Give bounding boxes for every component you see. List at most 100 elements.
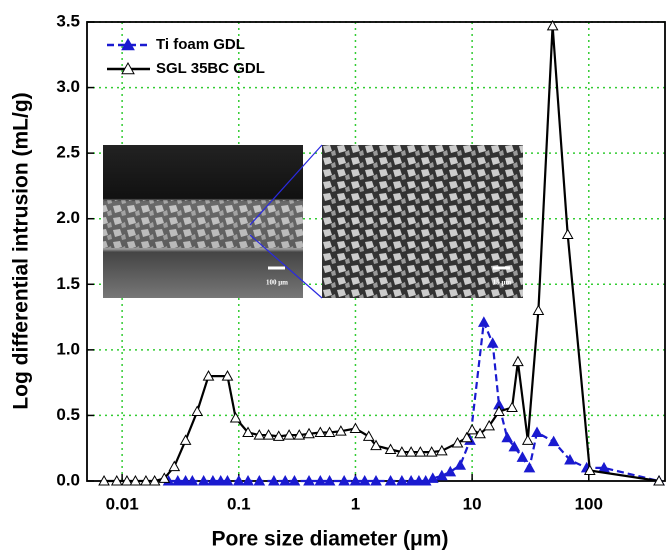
y-tick-label: 2.0 bbox=[56, 208, 80, 227]
data-point bbox=[338, 474, 350, 486]
data-point bbox=[506, 401, 518, 413]
data-point bbox=[564, 453, 576, 465]
data-point bbox=[486, 337, 499, 348]
data-point bbox=[531, 426, 543, 437]
data-point bbox=[288, 474, 301, 486]
data-point bbox=[197, 474, 210, 486]
data-point bbox=[171, 474, 184, 486]
data-point bbox=[501, 431, 514, 443]
data-point bbox=[221, 370, 234, 381]
y-tick-label: 0.5 bbox=[56, 405, 80, 424]
data-point bbox=[451, 436, 464, 448]
y-tick-label: 3.0 bbox=[56, 77, 80, 96]
legend-label: Ti foam GDL bbox=[156, 36, 245, 53]
data-point bbox=[253, 474, 266, 486]
data-point bbox=[547, 435, 560, 447]
legend-marker bbox=[121, 37, 135, 51]
x-tick-label: 0.01 bbox=[106, 494, 139, 513]
data-point bbox=[516, 451, 529, 462]
data-point bbox=[349, 422, 362, 434]
data-point bbox=[546, 19, 559, 31]
data-point bbox=[202, 370, 215, 381]
x-axis-label: Pore size diameter (μm) bbox=[212, 528, 449, 551]
data-point bbox=[521, 434, 534, 445]
data-point bbox=[303, 474, 315, 486]
data-point bbox=[268, 474, 280, 486]
data-point bbox=[493, 405, 505, 416]
data-point bbox=[396, 446, 408, 457]
data-point bbox=[186, 474, 199, 486]
data-point bbox=[262, 429, 275, 440]
data-point bbox=[508, 440, 521, 452]
series-line bbox=[104, 25, 660, 483]
data-point bbox=[279, 474, 292, 486]
data-point bbox=[384, 474, 397, 486]
data-point bbox=[232, 474, 245, 486]
data-point bbox=[466, 423, 478, 435]
data-point bbox=[158, 472, 171, 483]
data-point bbox=[221, 474, 234, 486]
x-tick-label: 1 bbox=[351, 494, 360, 513]
series-line bbox=[168, 318, 660, 483]
y-tick-label: 1.5 bbox=[56, 274, 80, 293]
data-point bbox=[207, 474, 219, 486]
y-tick-label: 1.0 bbox=[56, 339, 80, 358]
data-point bbox=[532, 304, 545, 316]
legend-marker bbox=[121, 61, 135, 75]
data-point bbox=[314, 474, 327, 486]
data-point bbox=[349, 474, 362, 486]
data-point bbox=[370, 439, 382, 451]
data-point bbox=[477, 316, 490, 327]
x-tick-label: 0.1 bbox=[227, 494, 251, 513]
y-axis-label: Log differential intrusion (mL/g) bbox=[10, 92, 33, 409]
x-tick-label: 10 bbox=[463, 494, 482, 513]
data-point bbox=[653, 474, 665, 486]
data-point bbox=[148, 474, 161, 486]
data-point bbox=[140, 474, 152, 486]
data-point bbox=[405, 446, 417, 457]
y-tick-label: 0.0 bbox=[56, 470, 80, 489]
inset-images: 100 μm 15 μm bbox=[103, 144, 523, 299]
data-point bbox=[523, 461, 536, 473]
data-point bbox=[293, 429, 306, 440]
data-point bbox=[98, 474, 110, 486]
y-tick-label: 3.5 bbox=[56, 11, 80, 30]
data-point bbox=[370, 474, 382, 486]
data-point bbox=[253, 429, 266, 440]
data-point bbox=[129, 474, 142, 486]
legend-label: SGL 35BC GDL bbox=[156, 60, 265, 77]
data-point bbox=[435, 469, 448, 481]
data-point bbox=[444, 465, 457, 477]
data-point bbox=[414, 446, 427, 457]
data-point bbox=[242, 426, 254, 437]
data-point bbox=[454, 459, 467, 470]
data-point bbox=[303, 427, 315, 439]
inset-scale-label: 100 μm bbox=[266, 279, 288, 287]
data-point bbox=[272, 430, 285, 441]
data-point bbox=[168, 460, 181, 472]
data-point bbox=[229, 412, 242, 423]
data-point bbox=[191, 405, 204, 416]
data-point bbox=[426, 472, 439, 483]
data-point bbox=[405, 474, 417, 486]
data-point bbox=[396, 474, 408, 486]
data-point bbox=[179, 434, 192, 445]
data-point bbox=[483, 419, 496, 431]
data-point bbox=[323, 474, 336, 486]
data-point bbox=[335, 425, 347, 436]
data-point bbox=[435, 444, 448, 456]
inset-scale-label: 15 μm bbox=[493, 279, 512, 287]
data-point bbox=[583, 464, 596, 476]
data-point bbox=[474, 427, 486, 439]
data-point bbox=[121, 474, 133, 486]
data-point bbox=[425, 446, 438, 457]
data-point bbox=[512, 355, 524, 367]
data-point bbox=[362, 430, 375, 441]
x-tick-label: 100 bbox=[575, 494, 603, 513]
data-point bbox=[384, 443, 397, 455]
data-point bbox=[242, 474, 254, 486]
data-point bbox=[358, 474, 371, 486]
data-point bbox=[110, 474, 123, 486]
data-point bbox=[314, 426, 327, 437]
